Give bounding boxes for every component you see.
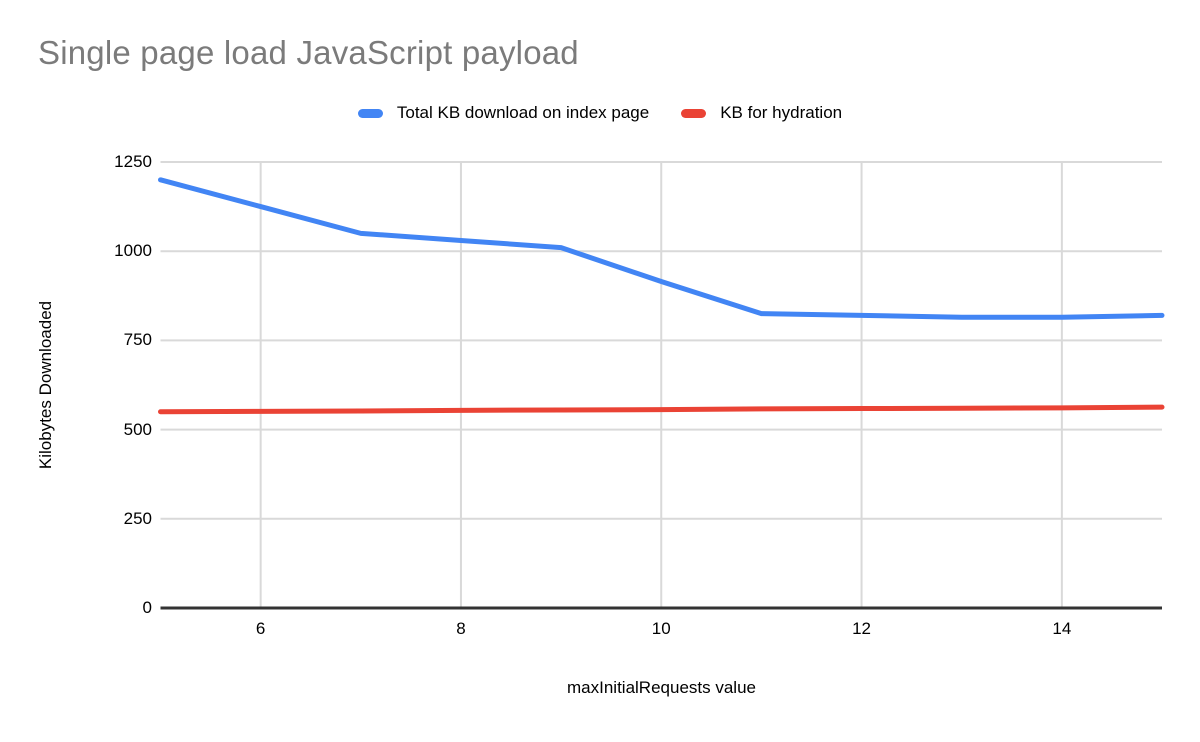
y-tick-label-750: 750: [123, 330, 152, 350]
y-tick-label-500: 500: [123, 419, 152, 439]
y-tick-label-1000: 1000: [114, 241, 152, 261]
x-tick-label-10: 10: [651, 619, 671, 638]
series-line-0: [158, 177, 1165, 320]
x-tick-label-12: 12: [852, 619, 872, 638]
legend-item-hydration: KB for hydration: [681, 103, 842, 123]
y-tick-label-250: 250: [123, 508, 152, 528]
series-line-1: [158, 404, 1165, 415]
y-tick-label-1250: 1250: [114, 152, 152, 171]
legend-swatch-red: [681, 108, 707, 118]
legend-item-total-kb: Total KB download on index page: [357, 103, 650, 123]
chart-title: Single page load JavaScript payload: [38, 34, 579, 71]
legend-swatch-blue: [357, 108, 383, 118]
x-tick-label-14: 14: [1052, 619, 1072, 638]
legend-label-total-kb: Total KB download on index page: [396, 103, 650, 122]
x-tick-label-8: 8: [456, 619, 466, 638]
x-axis-title: maxInitialRequests value: [567, 678, 756, 697]
x-tick-label-6: 6: [255, 619, 266, 638]
legend-label-hydration: KB for hydration: [720, 103, 843, 122]
y-tick-label-0: 0: [142, 598, 152, 617]
legend: Total KB download on index page KB for h…: [0, 100, 1200, 126]
